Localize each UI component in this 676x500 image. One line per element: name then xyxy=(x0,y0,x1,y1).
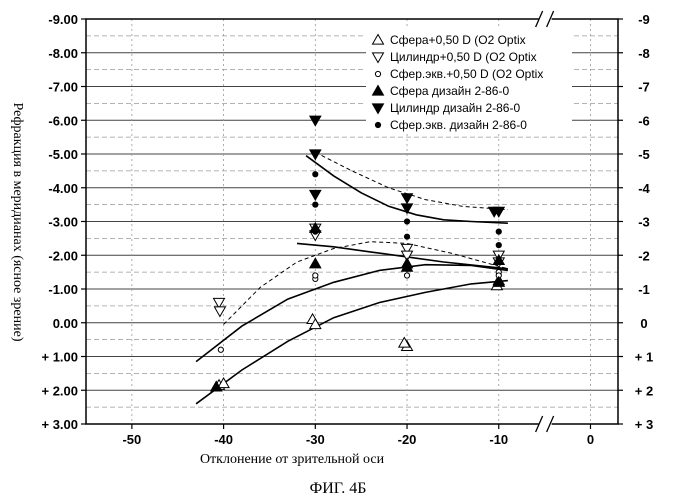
legend-label-3: Сфер.экв.+0,50 D (O2 Optix xyxy=(390,67,543,81)
y-tick-label-right: -4 xyxy=(638,181,650,196)
y-tick-label-left: -4.00 xyxy=(48,181,78,196)
y-tick-label-right: -6 xyxy=(638,113,650,128)
y-tick-label-left: + 3.00 xyxy=(41,417,78,432)
x-tick-label: -40 xyxy=(214,432,233,447)
y-tick-label-right: + 3 xyxy=(635,417,653,432)
y-tick-label-left: + 2.00 xyxy=(41,383,78,398)
point-series-5 xyxy=(310,150,321,160)
y-tick-label-right: -3 xyxy=(638,215,650,230)
point-series-5 xyxy=(402,204,413,214)
point-series-5 xyxy=(402,194,413,204)
point-series-6 xyxy=(313,172,318,177)
point-series-3 xyxy=(218,347,223,352)
y-tick-label-right: -9 xyxy=(638,12,650,27)
y-tick-label-right: 0 xyxy=(640,316,647,331)
point-series-6 xyxy=(496,229,501,234)
fit-line-1 xyxy=(196,281,508,404)
point-series-3 xyxy=(404,273,409,278)
y-tick-label-left: -8.00 xyxy=(48,46,78,61)
point-series-6 xyxy=(313,229,318,234)
legend-label-5: Цилиндр дизайн 2-86-0 xyxy=(390,101,520,115)
fit-line-4 xyxy=(297,243,508,268)
y-tick-label-left: -3.00 xyxy=(48,215,78,230)
point-series-4 xyxy=(402,258,413,268)
point-series-5 xyxy=(310,116,321,126)
x-tick-label: -20 xyxy=(398,432,417,447)
y-tick-label-left: -6.00 xyxy=(48,113,78,128)
data-markers xyxy=(211,116,505,391)
y-tick-label-right: -1 xyxy=(638,282,650,297)
y-tick-label-right: + 1 xyxy=(635,350,653,365)
point-series-5 xyxy=(310,190,321,200)
y-tick-label-right: -7 xyxy=(638,80,650,95)
figure-caption: ФИГ. 4Б xyxy=(310,480,367,497)
fit-lines xyxy=(196,152,508,403)
point-series-6 xyxy=(496,243,501,248)
y-tick-label-left: + 1.00 xyxy=(41,350,78,365)
x-tick-label: -10 xyxy=(489,432,508,447)
fit-line-2 xyxy=(196,265,508,362)
y-tick-label-left: -1.00 xyxy=(48,282,78,297)
legend-label-4: Сфера дизайн 2-86-0 xyxy=(390,84,509,98)
y-tick-label-left: -9.00 xyxy=(48,12,78,27)
y-tick-label-left: -5.00 xyxy=(48,147,78,162)
y-tick-label-left: -7.00 xyxy=(48,80,78,95)
y-axis-title: Рефракция в меридианах (ясное зрение) xyxy=(10,102,25,341)
legend-label-2: Цилиндр+0,50 D (O2 Optix xyxy=(390,50,537,64)
y-tick-label-left: 0.00 xyxy=(53,316,78,331)
legend-marker-6 xyxy=(375,122,380,127)
point-series-3 xyxy=(313,273,318,278)
y-tick-label-right: -2 xyxy=(638,248,650,263)
point-series-4 xyxy=(310,258,321,268)
legend-label-6: Сфер.экв. дизайн 2-86-0 xyxy=(390,118,527,132)
x-axis-title: Отклонение от зрительной оси xyxy=(200,452,385,467)
point-series-6 xyxy=(404,234,409,239)
x-tick-label: -30 xyxy=(306,432,325,447)
y-tick-label-right: + 2 xyxy=(635,383,653,398)
y-tick-label-right: -8 xyxy=(638,46,650,61)
x-tick-label: 0 xyxy=(587,432,594,447)
legend: Сфера+0,50 D (O2 Optix Цилиндр+0,50 D (O2… xyxy=(366,28,572,134)
y-tick-label-left: -2.00 xyxy=(48,248,78,263)
y-tick-label-right: -5 xyxy=(638,147,650,162)
point-series-6 xyxy=(313,202,318,207)
legend-marker-3 xyxy=(375,71,380,76)
point-series-6 xyxy=(404,219,409,224)
legend-label-1: Сфера+0,50 D (O2 Optix xyxy=(390,33,526,47)
x-tick-label: -50 xyxy=(122,432,141,447)
fit-line-6 xyxy=(315,152,508,209)
